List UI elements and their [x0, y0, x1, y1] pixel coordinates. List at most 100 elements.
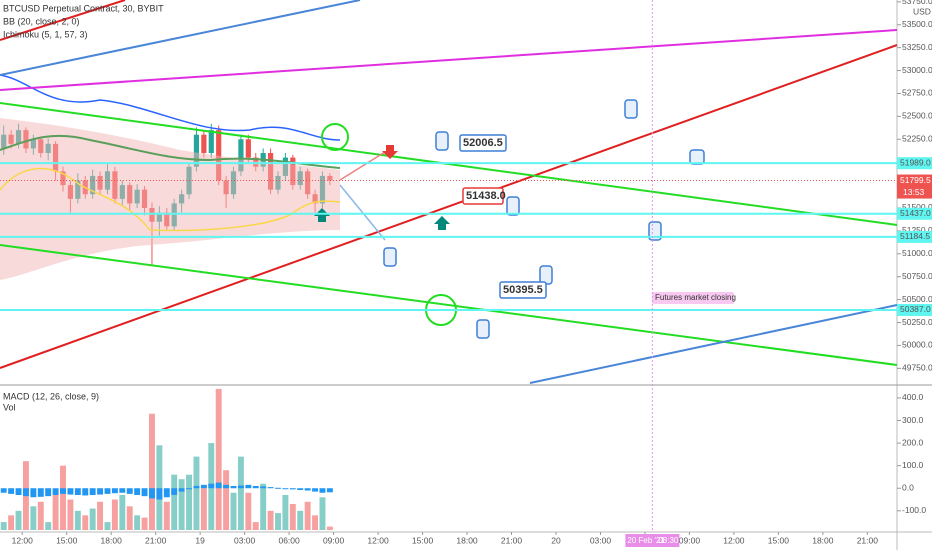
indicator-label: Ichimoku (5, 1, 57, 3) [3, 29, 88, 39]
y-tick-label: 100.0 [902, 460, 924, 470]
macd-histogram-bar [15, 488, 22, 496]
y-tick-label: 51500.0 [902, 202, 932, 212]
macd-histogram-bar [45, 488, 52, 497]
macd-histogram-bar [163, 488, 170, 498]
bb-basis [0, 134, 341, 169]
indicator-label: MACD (12, 26, close, 9) [3, 391, 99, 401]
macd-histogram-bar [8, 488, 15, 494]
macd-histogram-bar [67, 488, 74, 495]
level-label: 51184.5 [900, 231, 930, 241]
volume-bar [149, 413, 155, 530]
macd-histogram-bar [22, 488, 29, 497]
cloud [0, 118, 340, 280]
x-tick-label: 03:00 [234, 535, 256, 545]
volume-bar [141, 517, 148, 530]
annotation-box [499, 281, 547, 299]
y-tick-label: 200.0 [902, 437, 924, 447]
price-axis-bg [897, 0, 932, 550]
trend-line [529, 304, 898, 384]
macd-histogram-bar [178, 488, 185, 492]
level-label: 50387.0 [900, 304, 931, 314]
volume-bar [111, 499, 118, 530]
annotation-box [462, 187, 504, 205]
volume-bar [8, 515, 15, 530]
indicator-label: BB (20, close, 2, 0) [3, 16, 80, 26]
annotation-text: 50395.5 [503, 284, 543, 296]
volume-bar [297, 510, 304, 530]
arrow [339, 184, 386, 241]
macd-histogram-bar [326, 488, 333, 493]
candle-body [238, 139, 244, 172]
macd-histogram-bar [297, 488, 304, 491]
macd-histogram-bar [156, 488, 163, 500]
volume-bar [230, 492, 237, 530]
y-tick-label: 52500.0 [902, 111, 932, 121]
y-tick-label: 53000.0 [902, 65, 932, 75]
annotation-text: 52006.5 [463, 137, 503, 149]
volume-bar [186, 474, 193, 530]
x-tick-label: 18:00 [812, 535, 834, 545]
x-tick-label: 15:00 [412, 535, 434, 545]
volume-bar [15, 510, 22, 530]
macd-histogram-bar [319, 488, 326, 493]
macd-histogram-bar [82, 488, 89, 496]
volume-bar [282, 495, 289, 530]
x-tick-label: 21:00 [145, 535, 167, 545]
candle-body [208, 130, 214, 154]
y-tick-label: 52250.0 [902, 134, 932, 144]
volume-bar [82, 515, 89, 530]
volume-bar [237, 456, 244, 530]
indicator-label: Vol [3, 402, 16, 412]
macd-histogram-bar [126, 488, 133, 494]
volume-bar [67, 499, 74, 530]
macd-histogram-bar [260, 486, 267, 489]
volume-bar [245, 492, 252, 530]
x-tick-label: 09:00 [679, 535, 701, 545]
macd-histogram-bar [200, 484, 207, 489]
macd-histogram-bar [60, 488, 66, 494]
x-tick-label: 19 [195, 535, 205, 545]
level-label: 51989.0 [900, 157, 931, 167]
macd-histogram-bar [111, 488, 118, 494]
currency-label: USD [913, 6, 931, 16]
y-tick-label: 49750.0 [902, 363, 932, 373]
cursor-date: 20 Feb '21 [627, 536, 665, 545]
up-arrow [314, 208, 330, 222]
chart-title: BTCUSD Perpetual Contract, 30, BYBIT [3, 3, 164, 13]
macd-histogram-bar [52, 488, 59, 496]
up-arrow [434, 216, 450, 230]
macd-histogram-bar [141, 488, 148, 497]
y-tick-label: 0.0 [902, 482, 914, 492]
volume-bar [45, 522, 52, 530]
y-tick-label: 50500.0 [902, 294, 932, 304]
macd-histogram-bar [74, 488, 81, 496]
macd-histogram-bar [0, 488, 7, 493]
trend-line [0, 244, 898, 366]
macd-histogram-bar [223, 484, 230, 489]
x-tick-label: 15:00 [768, 535, 790, 545]
candle-body [245, 139, 251, 158]
volume-bar [37, 501, 44, 530]
volume-bar [319, 497, 326, 530]
x-tick-label: 18:00 [101, 535, 123, 545]
level-label: 51437.0 [900, 208, 931, 218]
volume-bar [30, 506, 37, 530]
y-tick-label: 50250.0 [902, 317, 932, 327]
volume-bar [267, 510, 274, 530]
x-tick-label: 18:00 [456, 535, 478, 545]
volume-bar [134, 515, 141, 530]
y-tick-label: 52750.0 [902, 88, 932, 98]
level-tag [897, 207, 932, 220]
down-arrow [382, 145, 398, 159]
y-tick-label: 53500.0 [902, 19, 932, 29]
candle-body [201, 134, 207, 154]
ichimoku-line [0, 167, 341, 232]
volume-bar [260, 483, 267, 530]
volume-bar [104, 522, 111, 530]
macd-histogram-bar [304, 488, 311, 491]
x-tick-label: 03:00 [590, 535, 612, 545]
annotation-box [652, 292, 734, 304]
x-tick-label: 15:00 [56, 535, 78, 545]
volume-bar [178, 479, 185, 530]
